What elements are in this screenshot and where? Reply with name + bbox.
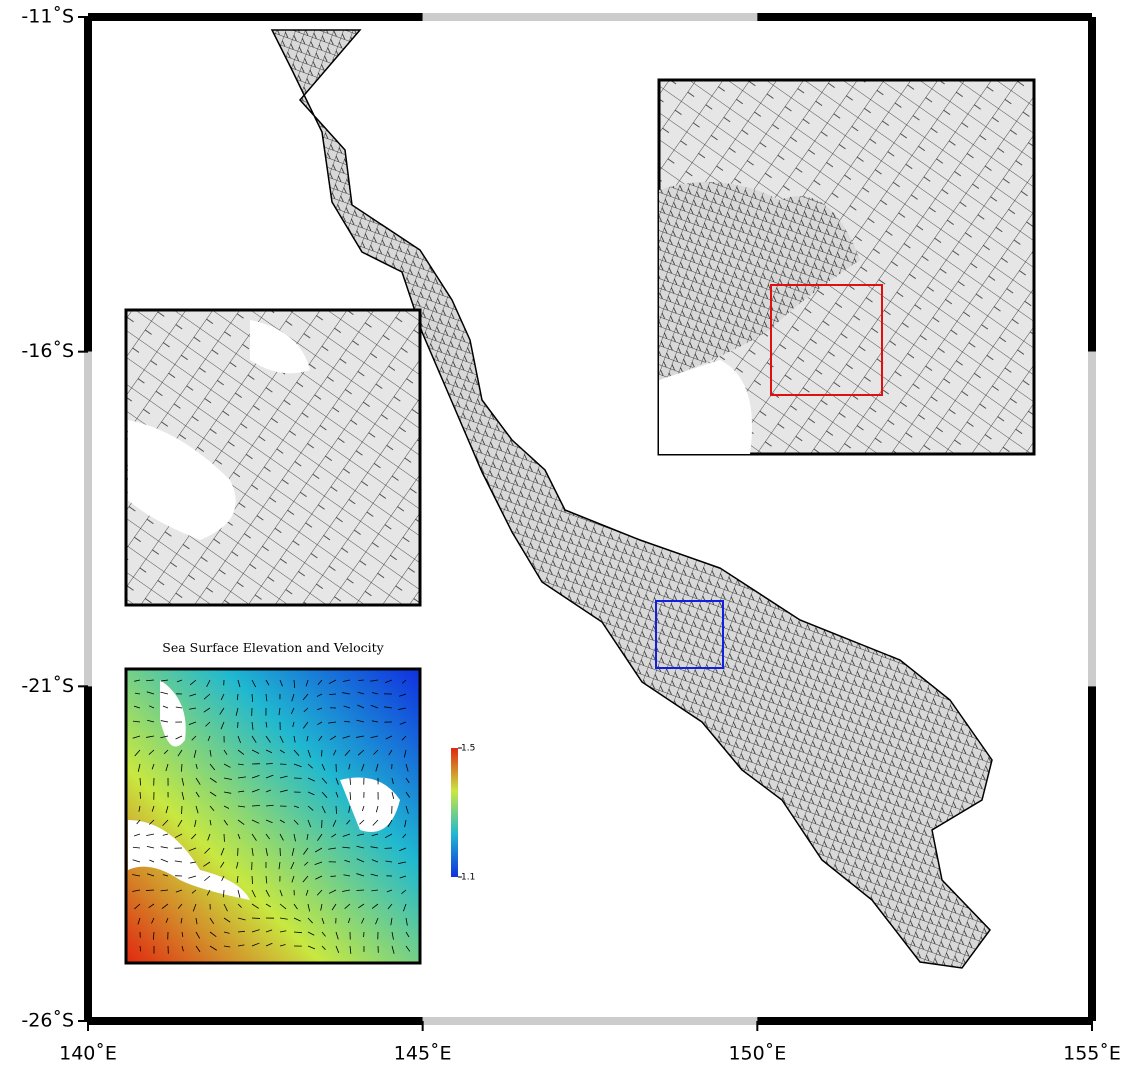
x-tick-label: 140˚E xyxy=(59,1043,117,1065)
vector xyxy=(321,750,322,756)
y-tick-label: -11˚S xyxy=(21,6,74,28)
x-tick-label: 150˚E xyxy=(728,1043,786,1065)
y-tick-label: -16˚S xyxy=(21,340,74,362)
vector xyxy=(350,778,351,785)
map-figure: Sea Surface Elevation and Velocity 1.1 1.… xyxy=(0,0,1143,1074)
vector xyxy=(336,806,337,814)
y-tick-label: -21˚S xyxy=(21,675,74,697)
vector xyxy=(266,763,273,764)
colorbar-tick-label: 1.5 xyxy=(461,744,475,754)
vector xyxy=(146,890,154,891)
inset-title: Sea Surface Elevation and Velocity xyxy=(162,640,384,655)
vector xyxy=(252,805,260,806)
vector xyxy=(358,680,364,681)
x-tick-label: 155˚E xyxy=(1063,1043,1121,1065)
x-tick-label: 145˚E xyxy=(394,1043,452,1065)
colorbar xyxy=(451,748,458,877)
vector xyxy=(356,890,364,891)
vector xyxy=(252,876,253,884)
colorbar-tick-label: 1.1 xyxy=(461,873,475,883)
y-tick-label: -26˚S xyxy=(21,1010,74,1032)
